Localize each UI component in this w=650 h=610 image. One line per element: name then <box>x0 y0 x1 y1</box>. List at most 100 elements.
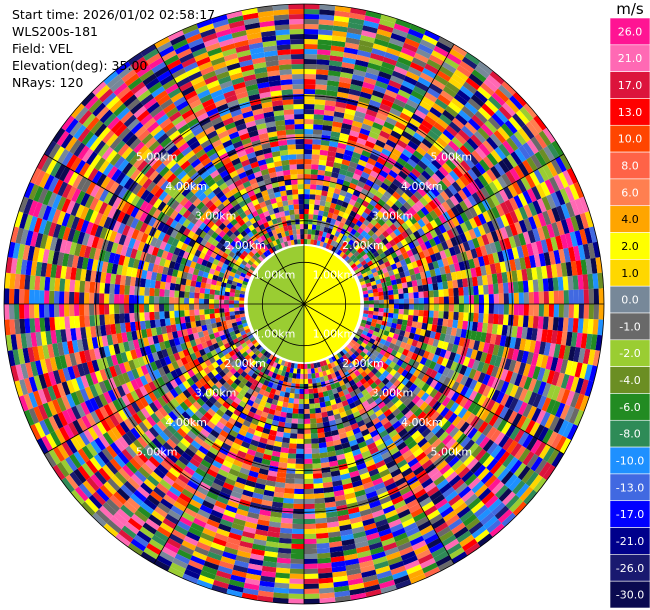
velocity-cell <box>366 270 373 276</box>
velocity-cell <box>418 473 431 485</box>
velocity-cell <box>181 328 189 337</box>
velocity-cell <box>366 397 375 405</box>
velocity-cell <box>278 421 286 428</box>
velocity-cell <box>203 455 214 465</box>
velocity-cell <box>78 162 91 177</box>
velocity-cell <box>333 580 349 588</box>
velocity-cell <box>327 374 333 381</box>
velocity-cell <box>459 175 470 187</box>
velocity-cell <box>562 317 569 332</box>
velocity-cell <box>577 274 584 290</box>
velocity-cell <box>424 431 435 442</box>
velocity-cell <box>316 532 329 539</box>
velocity-cell <box>525 471 539 487</box>
velocity-cell <box>192 401 202 411</box>
velocity-cell <box>174 367 183 377</box>
velocity-cell <box>291 533 304 540</box>
velocity-cell <box>341 123 352 131</box>
velocity-cell <box>304 363 308 369</box>
velocity-cell <box>317 366 323 373</box>
velocity-cell <box>120 322 127 333</box>
velocity-cell <box>80 375 90 389</box>
velocity-cell <box>233 378 242 386</box>
velocity-cell <box>30 332 38 347</box>
velocity-cell <box>271 450 281 458</box>
velocity-cell <box>39 359 48 374</box>
velocity-cell <box>381 214 389 223</box>
velocity-cell <box>442 467 455 479</box>
velocity-cell <box>251 402 260 410</box>
velocity-cell <box>475 162 486 175</box>
velocity-cell <box>299 393 304 400</box>
velocity-cell <box>215 570 232 580</box>
velocity-cell <box>385 234 393 243</box>
velocity-cell <box>70 391 81 406</box>
velocity-cell <box>367 357 374 365</box>
velocity-cell <box>405 526 420 537</box>
velocity-cell <box>331 429 339 436</box>
velocity-cell <box>371 48 386 57</box>
velocity-cell <box>194 315 201 322</box>
velocity-cell <box>148 216 157 227</box>
velocity-cell <box>364 367 372 375</box>
velocity-cell <box>369 187 378 195</box>
velocity-cell <box>588 288 594 304</box>
velocity-cell <box>529 474 543 490</box>
velocity-cell <box>217 326 224 332</box>
velocity-cell <box>383 408 393 418</box>
velocity-cell <box>237 360 244 368</box>
velocity-cell <box>548 343 556 357</box>
velocity-cell <box>157 396 167 407</box>
velocity-cell <box>270 366 276 373</box>
velocity-cell <box>570 261 578 276</box>
velocity-cell <box>317 567 333 574</box>
velocity-cell <box>407 66 422 77</box>
velocity-cell <box>459 232 468 244</box>
velocity-cell <box>372 556 388 565</box>
velocity-cell <box>70 436 82 452</box>
velocity-cell <box>304 223 309 230</box>
velocity-cell <box>366 532 380 541</box>
velocity-cell <box>33 375 43 391</box>
velocity-cell <box>79 350 87 364</box>
velocity-cell <box>526 351 534 365</box>
velocity-cell <box>80 219 90 233</box>
velocity-cell <box>431 275 438 284</box>
velocity-cell <box>39 234 48 249</box>
velocity-cell <box>304 203 310 210</box>
velocity-cell <box>364 140 376 149</box>
velocity-cell <box>464 542 481 556</box>
velocity-cell <box>373 296 379 301</box>
velocity-cell <box>473 257 481 268</box>
velocity-cell <box>413 309 419 316</box>
velocity-cell <box>433 310 439 319</box>
velocity-cell <box>425 212 434 223</box>
velocity-cell <box>51 194 62 209</box>
velocity-cell <box>459 534 475 548</box>
velocity-cell <box>542 428 554 444</box>
velocity-cell <box>243 484 255 493</box>
velocity-cell <box>308 214 314 220</box>
velocity-cell <box>445 359 454 370</box>
velocity-cell <box>434 441 446 453</box>
velocity-cell <box>127 477 141 490</box>
velocity-cell <box>421 225 430 234</box>
velocity-cell <box>347 252 354 258</box>
velocity-cell <box>480 471 494 485</box>
velocity-cell <box>200 415 210 425</box>
velocity-cell <box>304 138 313 145</box>
velocity-cell <box>235 555 250 564</box>
velocity-cell <box>363 522 377 531</box>
velocity-cell <box>395 18 412 29</box>
velocity-cell <box>414 109 427 120</box>
velocity-cell <box>293 498 304 504</box>
velocity-cell <box>373 144 384 153</box>
velocity-cell <box>338 221 345 229</box>
velocity-cell <box>18 395 29 412</box>
velocity-cell <box>186 531 201 542</box>
velocity-cell <box>459 85 474 99</box>
velocity-cell <box>239 310 245 315</box>
velocity-cell <box>437 36 454 49</box>
velocity-cell <box>340 127 351 135</box>
velocity-cell <box>304 104 315 110</box>
